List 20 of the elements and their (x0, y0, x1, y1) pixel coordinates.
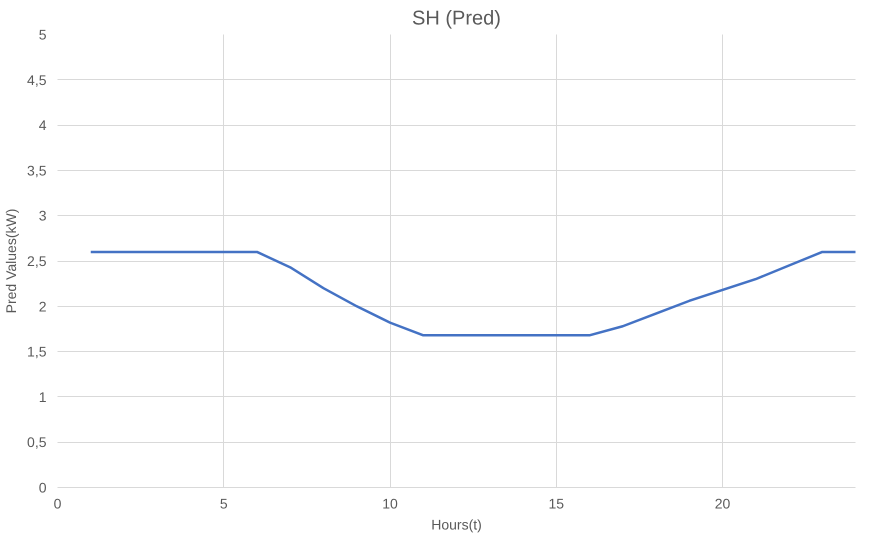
x-axis-title: Hours(t) (431, 516, 482, 532)
y-tick-label: 0 (38, 480, 47, 496)
y-tick-label: 1,5 (27, 344, 47, 360)
x-tick-label: 5 (220, 496, 228, 512)
x-tick-label: 20 (714, 496, 730, 512)
y-tick-label: 4 (38, 117, 47, 134)
y-tick-label: 0,5 (27, 434, 47, 450)
y-tick-label: 3 (38, 208, 47, 224)
chart-title: SH (Pred) (412, 8, 501, 30)
x-tick-label: 10 (382, 496, 398, 512)
x-tick-label: 15 (548, 496, 564, 512)
y-tick-label: 1 (38, 388, 47, 405)
y-tick-label: 4,5 (27, 72, 47, 88)
y-tick-label: 2,5 (27, 253, 47, 269)
y-tick-label: 2 (38, 298, 47, 314)
line-series (90, 250, 856, 337)
y-tick-label: 5 (38, 26, 47, 42)
x-tick-label: 0 (54, 496, 62, 512)
y-tick-label: 3,5 (27, 162, 47, 178)
y-axis-title: Pred Values(kW) (3, 208, 20, 314)
